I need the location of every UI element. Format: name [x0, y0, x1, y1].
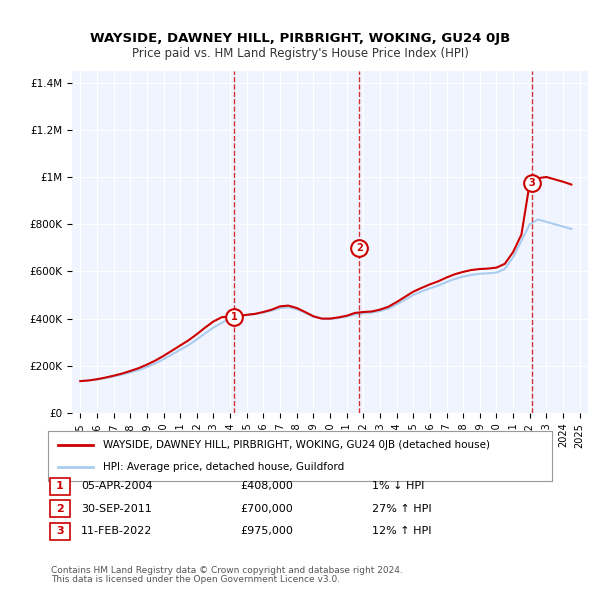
- Text: 1: 1: [56, 481, 64, 491]
- Text: HPI: Average price, detached house, Guildford: HPI: Average price, detached house, Guil…: [103, 462, 344, 472]
- Text: 27% ↑ HPI: 27% ↑ HPI: [372, 504, 431, 514]
- Text: 30-SEP-2011: 30-SEP-2011: [81, 504, 152, 514]
- Text: 12% ↑ HPI: 12% ↑ HPI: [372, 526, 431, 536]
- Text: 1: 1: [231, 312, 238, 322]
- Text: Price paid vs. HM Land Registry's House Price Index (HPI): Price paid vs. HM Land Registry's House …: [131, 47, 469, 60]
- Text: 05-APR-2004: 05-APR-2004: [81, 481, 152, 491]
- Text: This data is licensed under the Open Government Licence v3.0.: This data is licensed under the Open Gov…: [51, 575, 340, 584]
- Text: £975,000: £975,000: [240, 526, 293, 536]
- Text: Contains HM Land Registry data © Crown copyright and database right 2024.: Contains HM Land Registry data © Crown c…: [51, 566, 403, 575]
- Text: WAYSIDE, DAWNEY HILL, PIRBRIGHT, WOKING, GU24 0JB: WAYSIDE, DAWNEY HILL, PIRBRIGHT, WOKING,…: [90, 32, 510, 45]
- Text: £408,000: £408,000: [240, 481, 293, 491]
- Text: 1% ↓ HPI: 1% ↓ HPI: [372, 481, 424, 491]
- Text: WAYSIDE, DAWNEY HILL, PIRBRIGHT, WOKING, GU24 0JB (detached house): WAYSIDE, DAWNEY HILL, PIRBRIGHT, WOKING,…: [103, 440, 490, 450]
- Text: 2: 2: [56, 504, 64, 514]
- Text: 2: 2: [356, 243, 362, 253]
- Text: 3: 3: [529, 178, 535, 188]
- Text: £700,000: £700,000: [240, 504, 293, 514]
- Text: 3: 3: [56, 526, 64, 536]
- Text: 11-FEB-2022: 11-FEB-2022: [81, 526, 152, 536]
